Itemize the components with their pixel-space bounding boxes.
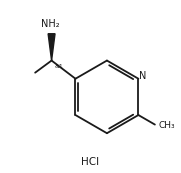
Text: NH₂: NH₂ [41, 19, 60, 29]
Polygon shape [48, 34, 55, 61]
Text: &1: &1 [55, 64, 63, 69]
Text: HCl: HCl [81, 157, 100, 167]
Text: N: N [139, 71, 146, 81]
Text: CH₃: CH₃ [159, 121, 175, 130]
